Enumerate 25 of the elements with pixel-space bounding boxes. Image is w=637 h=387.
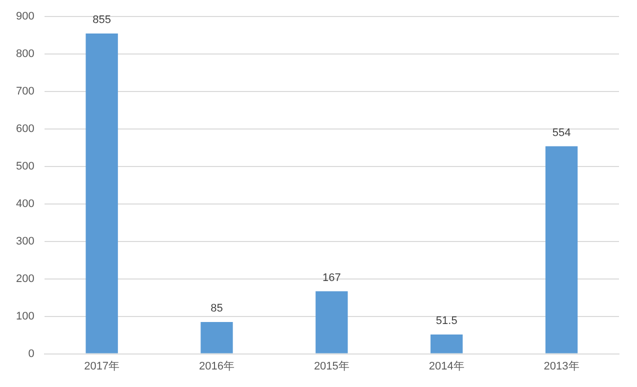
y-tick-label: 300 (16, 235, 34, 248)
x-tick-label: 2017年 (84, 360, 120, 372)
bar (430, 334, 463, 354)
y-tick-label: 500 (16, 160, 34, 172)
data-label: 855 (92, 14, 111, 26)
bar (545, 146, 578, 354)
y-tick-label: 100 (16, 310, 34, 322)
y-tick-label: 700 (16, 86, 34, 98)
y-tick-label: 900 (16, 10, 34, 23)
x-tick-label: 2016年 (199, 360, 234, 372)
y-tick-label: 400 (16, 198, 34, 210)
y-tick-label: 0 (28, 348, 34, 360)
y-tick-label: 200 (16, 272, 34, 285)
data-label: 85 (210, 302, 223, 314)
x-tick-label: 2014年 (428, 360, 464, 372)
bar (86, 33, 118, 354)
data-label: 554 (552, 126, 571, 139)
x-tick-label: 2015年 (314, 360, 350, 372)
data-label: 51.5 (436, 315, 458, 328)
y-tick-label: 800 (16, 48, 34, 60)
bar (200, 322, 233, 354)
y-tick-label: 600 (16, 123, 34, 136)
x-tick-label: 2013年 (544, 360, 580, 372)
data-label: 167 (322, 272, 341, 284)
bar (316, 291, 348, 354)
